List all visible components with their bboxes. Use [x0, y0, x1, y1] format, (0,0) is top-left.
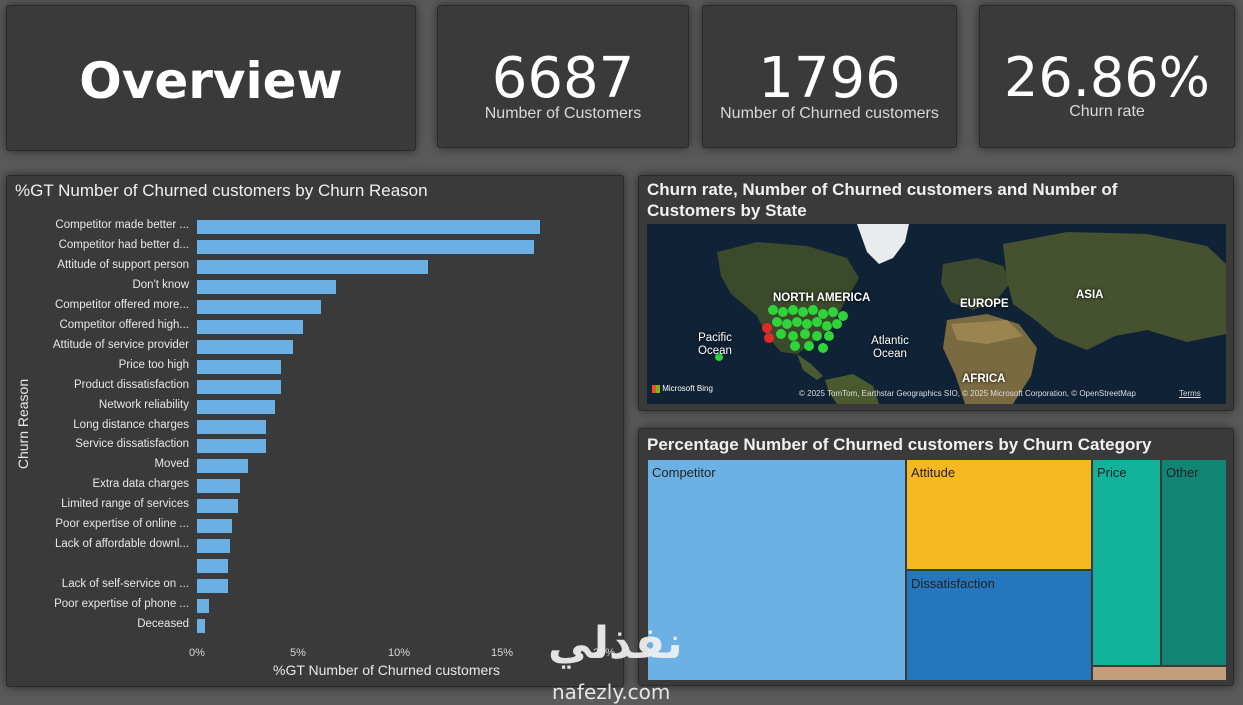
- bar-label: Product dissatisfaction: [73, 378, 189, 391]
- treemap-label: Dissatisfaction: [911, 576, 995, 591]
- watermark-logo-latin: nafezly.com: [552, 680, 671, 704]
- bar-label: Poor expertise of online ...: [55, 518, 189, 531]
- treemap-cell-other[interactable]: Other: [1161, 459, 1227, 666]
- bar-label: Extra data charges: [92, 478, 189, 491]
- bar-label: Competitor made better ...: [55, 219, 189, 231]
- bar[interactable]: [197, 279, 336, 294]
- kpi-value: 26.86%: [1004, 46, 1210, 109]
- kpi-card-churn-rate[interactable]: 26.86% Churn rate: [979, 5, 1235, 148]
- watermark-logo-arabic: نفذلي: [548, 618, 683, 669]
- kpi-label: Churn rate: [1069, 103, 1145, 120]
- bar[interactable]: [197, 319, 304, 334]
- bar-label: Don't know: [132, 278, 189, 291]
- bar-label: Lack of affordable downl...: [54, 538, 189, 551]
- treemap-label: Price: [1097, 465, 1127, 480]
- bar[interactable]: [197, 220, 540, 234]
- x-tick: 15%: [491, 647, 514, 659]
- x-tick: 20%: [593, 647, 616, 659]
- map-label-africa: AFRICA: [962, 373, 1006, 385]
- map-label-europe: EUROPE: [960, 298, 1009, 310]
- treemap-cell-small[interactable]: [1092, 666, 1227, 681]
- bar[interactable]: [197, 439, 267, 454]
- bar-label: Competitor offered high...: [59, 318, 189, 331]
- overview-title: Overview: [79, 52, 343, 110]
- kpi-value: 6687: [491, 46, 635, 111]
- map-svg: [715, 224, 1226, 404]
- map-label-north-america: NORTH AMERICA: [773, 292, 871, 304]
- kpi-value: 1796: [758, 46, 901, 111]
- treemap-title: Percentage Number of Churned customers b…: [647, 435, 1152, 454]
- churn-reason-chart-card[interactable]: %GT Number of Churned customers by Churn…: [6, 175, 624, 687]
- bar-label: Long distance charges: [73, 418, 189, 431]
- bar[interactable]: [197, 539, 230, 554]
- treemap-cell-competitor[interactable]: Competitor: [647, 459, 906, 681]
- bar-label: Lack of self-service on ...: [61, 578, 189, 591]
- bar[interactable]: [197, 239, 534, 254]
- churn-category-treemap-card[interactable]: Percentage Number of Churned customers b…: [638, 428, 1234, 686]
- x-tick: 0%: [189, 647, 205, 659]
- bar-label: Limited range of services: [61, 498, 189, 511]
- bar-label: Price too high: [118, 358, 189, 371]
- map-terms-link[interactable]: Terms: [1179, 389, 1201, 398]
- kpi-label: Number of Churned customers: [720, 105, 939, 122]
- bar[interactable]: [197, 459, 248, 474]
- bar[interactable]: [197, 299, 322, 314]
- overview-card: Overview: [6, 5, 416, 151]
- bar[interactable]: [197, 399, 275, 414]
- map-attribution: © 2025 TomTom, Earthstar Geographics SIO…: [799, 389, 1136, 398]
- bar-label: Poor expertise of phone ...: [54, 598, 189, 611]
- chart-title: %GT Number of Churned customers by Churn…: [15, 181, 428, 200]
- treemap-cell-price[interactable]: Price: [1092, 459, 1161, 666]
- map-title: Churn rate, Number of Churned customers …: [647, 180, 1118, 220]
- treemap-label: Attitude: [911, 465, 956, 480]
- treemap-cell-dissatisfaction[interactable]: Dissatisfaction: [906, 570, 1092, 681]
- treemap-cell-attitude[interactable]: Attitude: [906, 459, 1092, 570]
- bar-plot-area: Competitor made better ... Competitor had…: [7, 176, 625, 688]
- x-axis-title: %GT Number of Churned customers: [273, 662, 500, 678]
- bar[interactable]: [197, 339, 293, 354]
- bar-label: Network reliability: [98, 398, 189, 411]
- x-tick: 10%: [388, 647, 411, 659]
- bar[interactable]: [197, 519, 232, 534]
- kpi-card-churned[interactable]: 1796 Number of Churned customers: [702, 5, 957, 148]
- bar[interactable]: [197, 379, 281, 394]
- bar[interactable]: [197, 479, 240, 494]
- bar-label: Moved: [154, 458, 189, 471]
- bar[interactable]: [197, 579, 228, 594]
- map-label-pacific: Pacific Ocean: [698, 332, 732, 357]
- bar[interactable]: [197, 619, 206, 633]
- bing-text: Microsoft Bing: [662, 384, 713, 393]
- bar[interactable]: [197, 259, 428, 274]
- state-map-card[interactable]: Churn rate, Number of Churned customers …: [638, 175, 1234, 411]
- bar-label: Attitude of support person: [57, 258, 189, 271]
- bar[interactable]: [197, 599, 210, 614]
- treemap-label: Other: [1166, 465, 1199, 480]
- bar-label: Attitude of service provider: [52, 338, 189, 351]
- bar-label: Deceased: [137, 618, 189, 630]
- bar[interactable]: [197, 559, 228, 574]
- bar[interactable]: [197, 499, 238, 514]
- bing-logo: Microsoft Bing: [652, 384, 713, 393]
- map-label-asia: ASIA: [1076, 289, 1104, 301]
- world-map[interactable]: NORTH AMERICA EUROPE ASIA AFRICA Pacific…: [647, 224, 1226, 404]
- kpi-label: Number of Customers: [484, 105, 642, 122]
- bar-label: Service dissatisfaction: [75, 438, 189, 451]
- kpi-card-customers[interactable]: 6687 Number of Customers: [437, 5, 689, 148]
- bar-label: Competitor had better d...: [58, 238, 189, 251]
- x-tick: 5%: [290, 647, 306, 659]
- treemap-label: Competitor: [652, 465, 716, 480]
- microsoft-logo-icon: [652, 384, 660, 393]
- bar[interactable]: [197, 419, 267, 434]
- bar-label: Competitor offered more...: [54, 298, 189, 311]
- bar[interactable]: [197, 359, 281, 374]
- map-label-atlantic: Atlantic Ocean: [871, 335, 909, 360]
